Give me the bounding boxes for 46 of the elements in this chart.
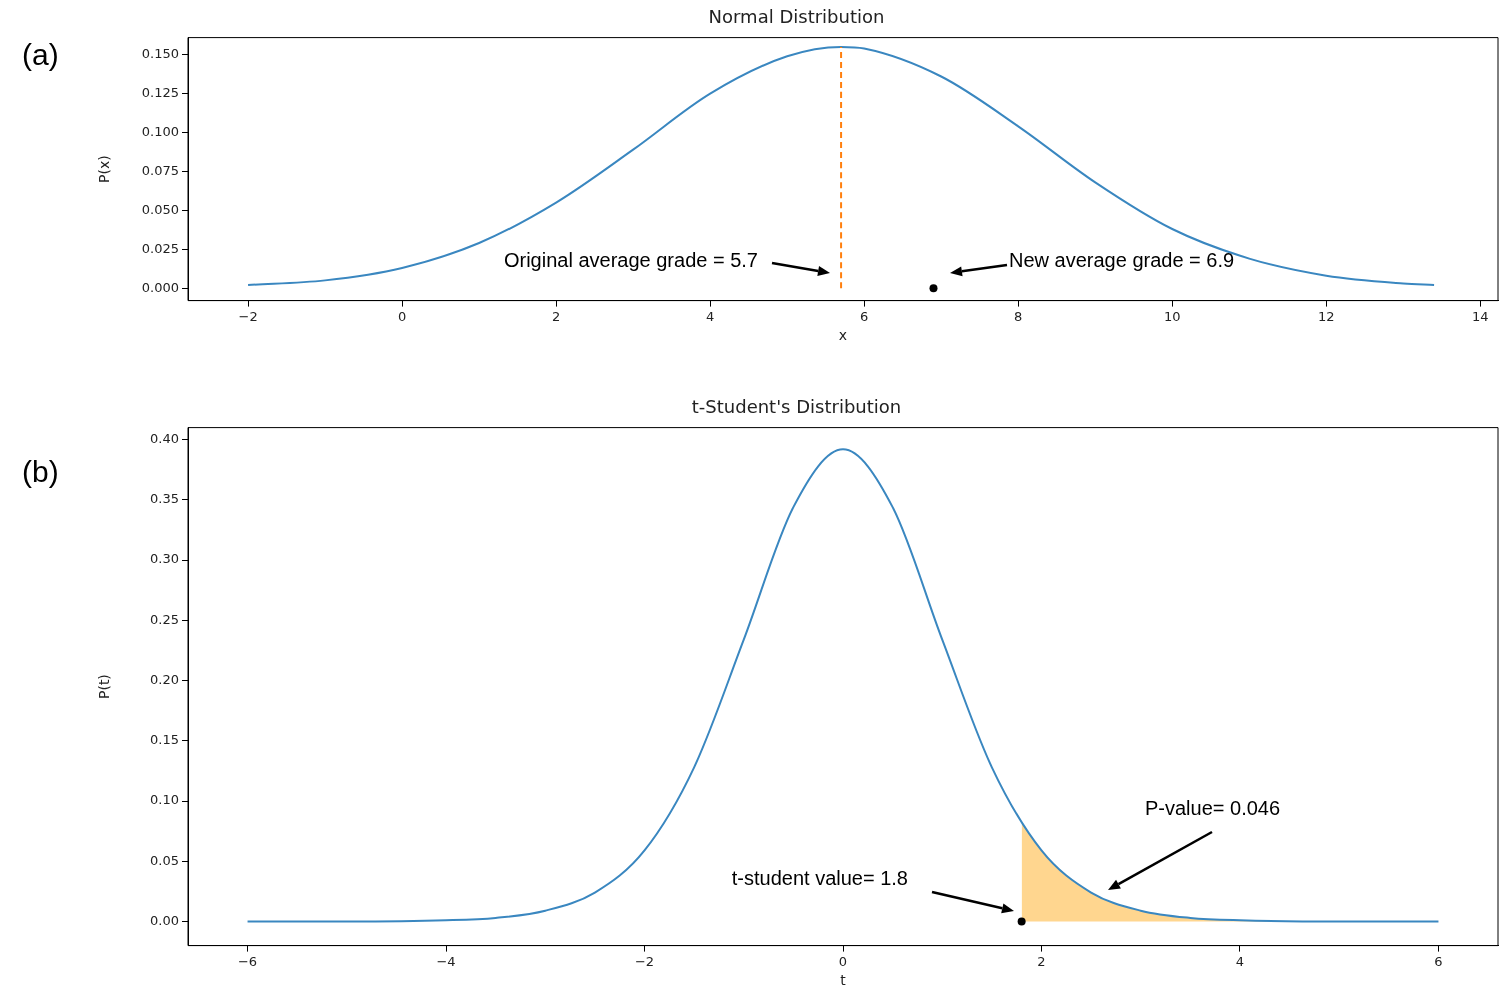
x-axis-title: x xyxy=(838,327,848,344)
annotation: Original average grade = 5.7 xyxy=(503,248,758,272)
x-tick-label: −2 xyxy=(238,308,258,324)
x-tick-label: 12 xyxy=(1317,308,1335,324)
y-tick-label: 0.00 xyxy=(150,912,179,928)
x-tick-label: 14 xyxy=(1472,308,1489,324)
y-tick-label: 0.075 xyxy=(141,162,179,178)
y-tick-label: 0.050 xyxy=(141,201,179,217)
y-tick-label: 0.30 xyxy=(150,551,179,567)
x-tick-label: −6 xyxy=(237,953,258,969)
x-tick-label: 6 xyxy=(1434,953,1443,969)
x-tick-label: 4 xyxy=(1235,953,1245,969)
chart-title: Normal Distribution xyxy=(708,6,885,28)
annotation: P-value= 0.046 xyxy=(1145,796,1281,820)
x-tick-label: 0 xyxy=(838,953,848,969)
x-tick-label: 0 xyxy=(397,308,407,324)
text: (a) xyxy=(22,37,59,73)
y-axis-title: P(x) xyxy=(96,155,113,183)
annotation: New average grade = 6.9 xyxy=(1009,248,1235,272)
y-tick-label: 0.150 xyxy=(141,46,179,62)
x-axis-title: t xyxy=(840,972,847,989)
x-tick-label: 6 xyxy=(860,308,869,324)
y-tick-label: 0.20 xyxy=(150,671,179,687)
text: (b) xyxy=(22,454,59,490)
x-tick-label: 4 xyxy=(706,308,715,324)
y-tick-label: 0.025 xyxy=(141,240,179,256)
line-series xyxy=(246,448,1440,923)
y-tick-label: 0.05 xyxy=(150,852,179,868)
y-tick-label: 0.25 xyxy=(150,611,179,627)
annotation: t-student value= 1.8 xyxy=(731,866,908,890)
y-tick-label: 0.125 xyxy=(141,85,179,100)
y-tick-label: 0.10 xyxy=(150,792,179,808)
y-tick-label: 0.15 xyxy=(150,732,179,748)
x-tick-label: −4 xyxy=(436,953,456,969)
x-tick-label: 2 xyxy=(551,308,561,324)
x-tick-label: 10 xyxy=(1163,308,1181,324)
chart-title: t-Student's Distribution xyxy=(691,396,902,418)
x-tick-label: 2 xyxy=(1037,953,1046,969)
x-tick-label: −2 xyxy=(634,953,655,969)
line-series xyxy=(247,45,1436,287)
y-axis-title: P(t) xyxy=(96,674,113,700)
y-tick-label: 0.000 xyxy=(141,279,179,295)
y-tick-label: 0.35 xyxy=(150,491,179,507)
y-tick-label: 0.40 xyxy=(150,431,179,447)
y-tick-label: 0.100 xyxy=(141,123,179,139)
x-tick-label: 8 xyxy=(1014,308,1023,324)
